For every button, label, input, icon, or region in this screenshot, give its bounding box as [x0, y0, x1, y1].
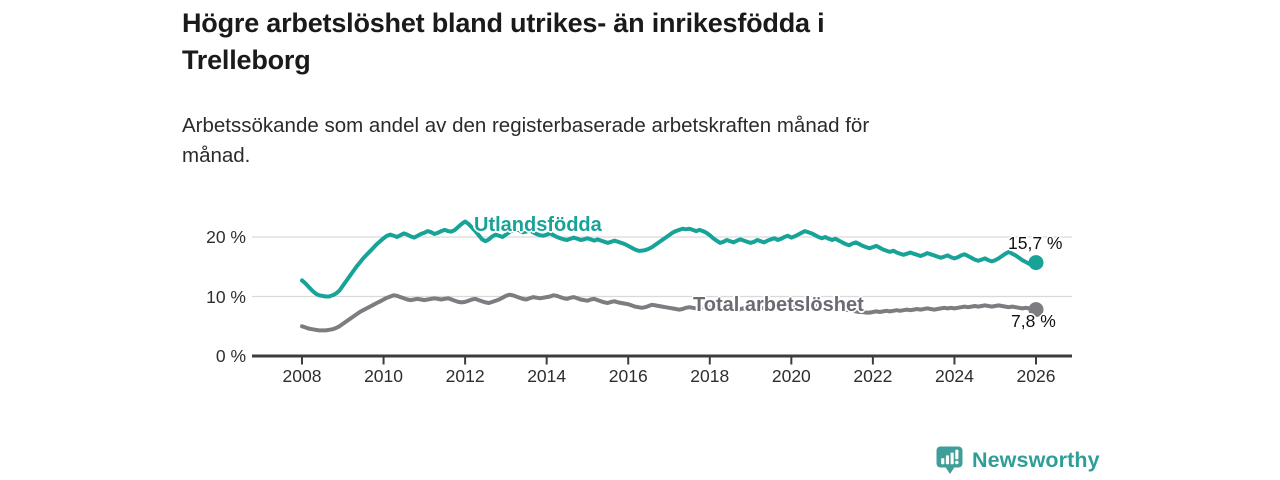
x-axis-tick-label: 2024: [934, 366, 974, 386]
series-label-utlandsfodda: Utlandsfödda: [474, 214, 602, 236]
x-axis-tick-label: 2014: [527, 366, 567, 386]
page-title-line-1: Högre arbetslöshet bland utrikes- än inr…: [182, 8, 825, 38]
x-axis-tick-label: 2012: [445, 366, 485, 386]
x-axis-tick-label: 2010: [364, 366, 404, 386]
newsworthy-brand-text: Newsworthy: [972, 448, 1100, 472]
series-label-total-arbetsloshet: Total arbetslöshet: [693, 294, 864, 316]
y-axis-tick-label: 20 %: [206, 227, 246, 247]
series-line-1: [300, 292, 1038, 333]
y-axis-tick-label: 0 %: [215, 346, 246, 366]
chart-subtitle-line-2: månad.: [182, 143, 251, 167]
x-axis-tick-label: 2018: [690, 366, 730, 386]
x-axis-tick-label: 2020: [771, 366, 811, 386]
series-line-0: [300, 219, 1038, 299]
newsworthy-logo-icon: [936, 446, 963, 474]
newsworthy-logo: Newsworthy: [936, 446, 1100, 475]
chart-subtitle-line-1: Arbetssökande som andel av den registerb…: [182, 114, 870, 137]
page-title-line-2: Trelleborg: [182, 45, 311, 76]
x-axis-tick-label: 2022: [853, 366, 893, 386]
end-value-label-utlandsfodda: 15,7 %: [1008, 233, 1063, 253]
x-axis-tick-label: 2016: [608, 366, 648, 386]
x-axis-tick-label: 2008: [282, 366, 322, 386]
series-end-dot-1: [1028, 302, 1044, 318]
end-value-label-total-arbetsloshet: 7,8 %: [1011, 311, 1056, 331]
series-end-dot-0: [1028, 255, 1044, 271]
page-title: Högre arbetslöshet bland utrikes- än inr…: [182, 5, 992, 80]
y-axis-tick-label: 10 %: [206, 286, 246, 307]
x-axis-tick-label: 2026: [1016, 366, 1056, 386]
chart-subtitle: Arbetssökande som andel av den registerb…: [182, 111, 1042, 170]
